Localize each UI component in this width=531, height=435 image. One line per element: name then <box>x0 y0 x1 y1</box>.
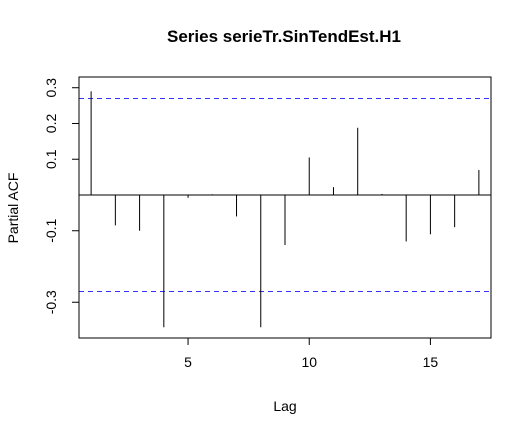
x-axis-label: Lag <box>273 398 296 414</box>
y-tick-label-0.3: 0.3 <box>43 78 59 98</box>
x-tick-label-10: 10 <box>301 354 317 370</box>
confidence-band-layer <box>79 97 491 293</box>
pacf-bars <box>90 91 480 328</box>
chart-title: Series serieTr.SinTendEst.H1 <box>167 27 401 46</box>
x-tick-label-15: 15 <box>423 354 439 370</box>
y-tick-label--0.1: -0.1 <box>43 218 59 242</box>
y-tick-label-0.2: 0.2 <box>43 114 59 134</box>
x-axis: 5 10 15 <box>184 337 439 370</box>
y-tick-label--0.3: -0.3 <box>43 290 59 314</box>
y-axis-label: Partial ACF <box>5 173 21 244</box>
y-axis: -0.3 -0.1 0.1 0.2 0.3 <box>43 78 80 314</box>
x-tick-label-5: 5 <box>184 354 192 370</box>
y-tick-label-0.1: 0.1 <box>43 149 59 169</box>
